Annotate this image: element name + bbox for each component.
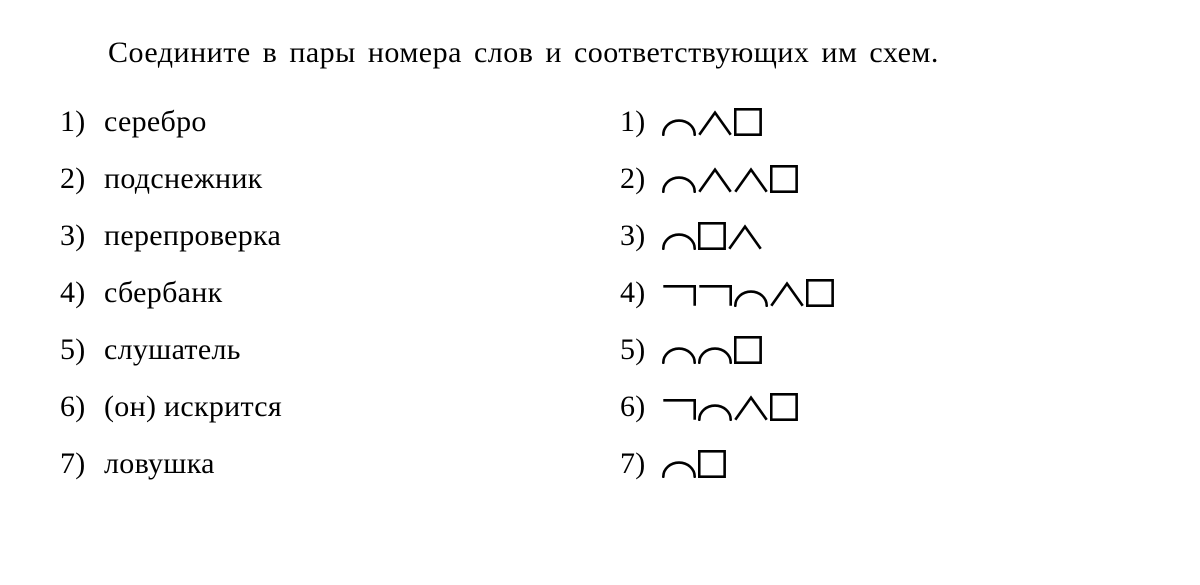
ending-morpheme-icon <box>734 336 762 364</box>
word-number: 5) <box>60 333 100 367</box>
suffix-morpheme-icon <box>770 279 804 307</box>
root-morpheme-icon <box>698 336 732 364</box>
ending-morpheme-icon <box>698 222 726 250</box>
suffix-morpheme-icon <box>734 393 768 421</box>
word-text: слушатель <box>100 333 241 367</box>
word-row: 2) подснежник <box>60 150 590 207</box>
word-row: 4) сбербанк <box>60 264 590 321</box>
morpheme-sequence <box>662 222 762 250</box>
scheme-row: 1) <box>620 93 834 150</box>
prefix-morpheme-icon <box>698 279 732 307</box>
word-number: 2) <box>60 162 100 196</box>
prefix-morpheme-icon <box>662 393 696 421</box>
morpheme-sequence <box>662 336 762 364</box>
scheme-row: 2) <box>620 150 834 207</box>
root-morpheme-icon <box>698 393 732 421</box>
scheme-number: 2) <box>620 162 662 196</box>
word-row: 5) слушатель <box>60 321 590 378</box>
word-number: 7) <box>60 447 100 481</box>
scheme-number: 3) <box>620 219 662 253</box>
scheme-number: 7) <box>620 447 662 481</box>
root-morpheme-icon <box>662 165 696 193</box>
word-number: 3) <box>60 219 100 253</box>
word-row: 1) серебро <box>60 93 590 150</box>
suffix-morpheme-icon <box>698 108 732 136</box>
word-number: 4) <box>60 276 100 310</box>
instruction-text: Соедините в пары номера слов и соответст… <box>60 24 1160 81</box>
scheme-row: 6) <box>620 378 834 435</box>
two-column-layout: 1) серебро 2) подснежник 3) перепроверка… <box>60 93 1160 492</box>
ending-morpheme-icon <box>770 165 798 193</box>
schemes-column: 1) 2) 3) 4) 5) 6) <box>590 93 834 492</box>
scheme-number: 4) <box>620 276 662 310</box>
word-text: (он) искрится <box>100 390 282 424</box>
scheme-number: 5) <box>620 333 662 367</box>
ending-morpheme-icon <box>806 279 834 307</box>
root-morpheme-icon <box>662 108 696 136</box>
words-column: 1) серебро 2) подснежник 3) перепроверка… <box>60 93 590 492</box>
root-morpheme-icon <box>734 279 768 307</box>
prefix-morpheme-icon <box>662 279 696 307</box>
root-morpheme-icon <box>662 222 696 250</box>
word-text: сбербанк <box>100 276 222 310</box>
root-morpheme-icon <box>662 336 696 364</box>
word-text: перепроверка <box>100 219 281 253</box>
scheme-row: 7) <box>620 435 834 492</box>
scheme-number: 1) <box>620 105 662 139</box>
word-text: подснежник <box>100 162 263 196</box>
morpheme-sequence <box>662 279 834 307</box>
morpheme-sequence <box>662 393 798 421</box>
morpheme-sequence <box>662 450 726 478</box>
word-text: ловушка <box>100 447 215 481</box>
morpheme-sequence <box>662 165 798 193</box>
scheme-row: 5) <box>620 321 834 378</box>
scheme-row: 4) <box>620 264 834 321</box>
suffix-morpheme-icon <box>728 222 762 250</box>
ending-morpheme-icon <box>698 450 726 478</box>
word-number: 6) <box>60 390 100 424</box>
exercise-page: Соедините в пары номера слов и соответст… <box>0 0 1200 585</box>
root-morpheme-icon <box>662 450 696 478</box>
scheme-row: 3) <box>620 207 834 264</box>
ending-morpheme-icon <box>734 108 762 136</box>
word-row: 7) ловушка <box>60 435 590 492</box>
word-row: 6) (он) искрится <box>60 378 590 435</box>
scheme-number: 6) <box>620 390 662 424</box>
ending-morpheme-icon <box>770 393 798 421</box>
morpheme-sequence <box>662 108 762 136</box>
word-row: 3) перепроверка <box>60 207 590 264</box>
suffix-morpheme-icon <box>698 165 732 193</box>
word-number: 1) <box>60 105 100 139</box>
suffix-morpheme-icon <box>734 165 768 193</box>
word-text: серебро <box>100 105 207 139</box>
